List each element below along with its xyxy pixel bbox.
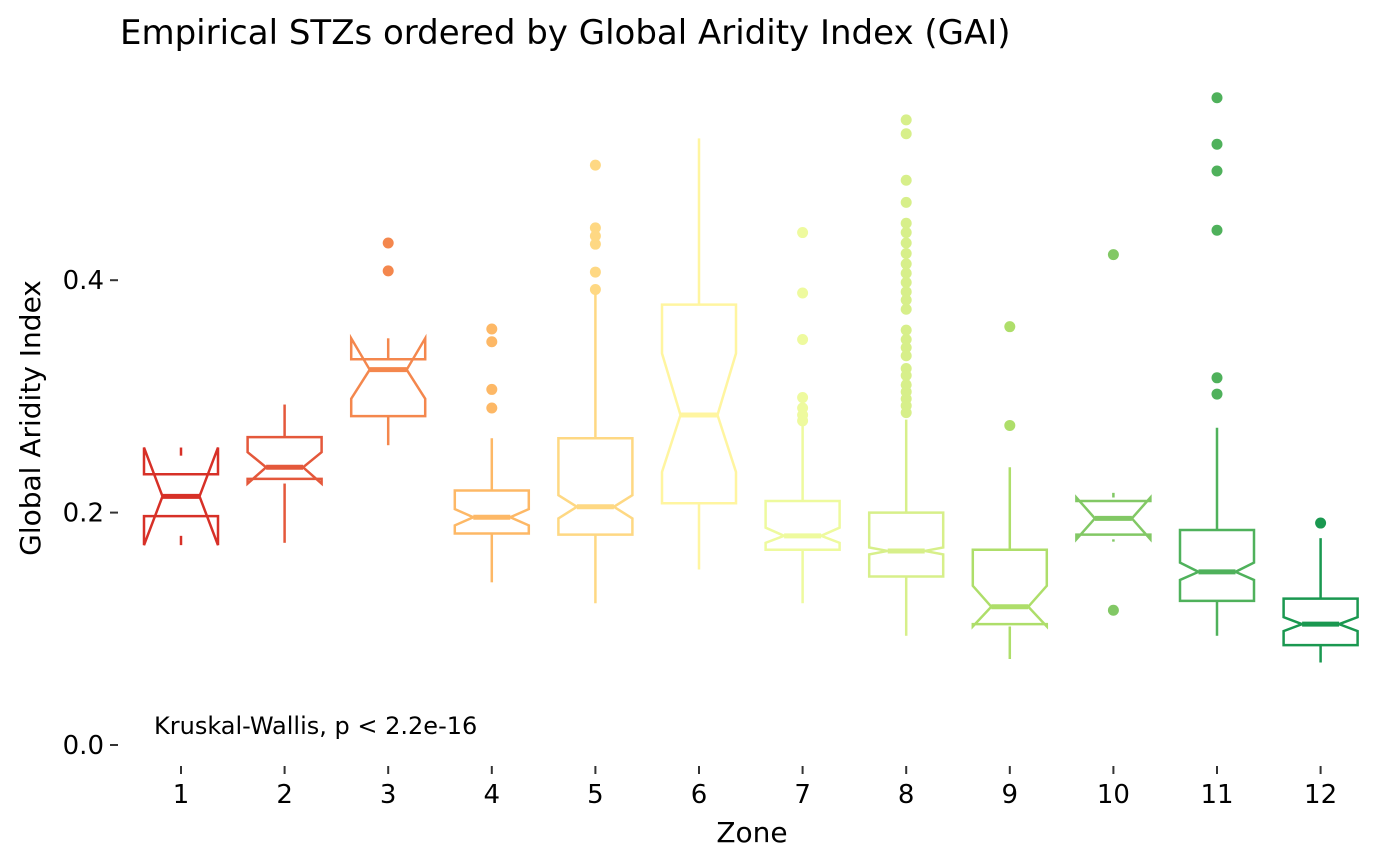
x-tick-label: 11 <box>1200 780 1233 810</box>
outlier-point <box>900 227 912 239</box>
outlier-point <box>589 230 601 242</box>
x-tick-label: 2 <box>276 780 293 810</box>
outlier-point <box>589 283 601 295</box>
outlier-point <box>900 247 912 259</box>
outlier-point <box>1211 372 1223 384</box>
box-zone-4 <box>453 323 531 583</box>
box-zone-8 <box>867 114 945 636</box>
outlier-point <box>900 128 912 140</box>
notched-box <box>1282 597 1359 647</box>
outlier-point <box>1004 419 1016 431</box>
outlier-point <box>382 237 394 249</box>
notched-box <box>246 435 323 487</box>
outlier-point <box>486 323 498 335</box>
box-zone-10 <box>1075 249 1152 616</box>
x-tick-label: 12 <box>1304 780 1337 810</box>
notched-box <box>867 511 945 578</box>
outlier-point <box>900 333 912 345</box>
outlier-point <box>900 217 912 229</box>
plot-area: 0.00.20.41 2 3 4 5 6 7 8 9 10 11 12 <box>63 92 1359 810</box>
outlier-point <box>1107 604 1119 616</box>
x-tick-label: 1 <box>173 780 190 810</box>
outlier-point <box>797 287 809 299</box>
x-tick-label: 10 <box>1097 780 1130 810</box>
outlier-point <box>1107 249 1119 261</box>
outlier-point <box>900 324 912 336</box>
outlier-point <box>900 196 912 208</box>
x-axis-label: Zone <box>716 816 787 849</box>
x-axis: 1 2 3 4 5 6 7 8 9 10 11 12 <box>173 766 1337 810</box>
x-tick-label: 6 <box>691 780 708 810</box>
x-tick-label: 3 <box>380 780 397 810</box>
box-zone-9 <box>971 321 1049 660</box>
notched-box <box>660 303 738 505</box>
outlier-point <box>900 407 912 419</box>
x-tick-label: 5 <box>587 780 604 810</box>
outlier-point <box>900 369 912 381</box>
box-zone-3 <box>349 237 427 446</box>
box-zone-2 <box>246 404 323 543</box>
x-tick-label: 8 <box>898 780 915 810</box>
box-zone-11 <box>1178 92 1256 636</box>
notched-box <box>971 548 1049 630</box>
x-tick-label: 4 <box>484 780 501 810</box>
outlier-point <box>900 286 912 298</box>
outlier-point <box>900 174 912 186</box>
outlier-point <box>1315 517 1327 529</box>
y-tick-label: 0.4 <box>63 266 104 296</box>
outlier-point <box>797 415 809 427</box>
outlier-point <box>797 227 809 239</box>
notched-box <box>1075 494 1152 543</box>
outlier-point <box>900 342 912 354</box>
box-zone-7 <box>764 227 841 604</box>
outlier-point <box>1211 165 1223 177</box>
box-zone-12 <box>1282 517 1359 663</box>
notched-box <box>142 447 220 546</box>
notched-box <box>453 489 531 535</box>
outlier-point <box>900 237 912 249</box>
outlier-point <box>486 336 498 348</box>
chart-title: Empirical STZs ordered by Global Aridity… <box>120 13 1011 53</box>
outlier-point <box>486 383 498 395</box>
outlier-point <box>1211 92 1223 104</box>
outlier-point <box>1211 224 1223 236</box>
outlier-point <box>486 402 498 414</box>
y-tick-label: 0.2 <box>63 499 104 529</box>
notched-box <box>764 499 841 552</box>
box-zone-5 <box>557 159 634 604</box>
outlier-point <box>900 294 912 306</box>
outlier-point <box>900 303 912 315</box>
outlier-point <box>797 333 809 345</box>
notched-box <box>1178 528 1256 603</box>
box-zone-1 <box>142 447 220 546</box>
outlier-point <box>900 114 912 126</box>
outlier-point <box>1004 321 1016 333</box>
outlier-point <box>900 267 912 279</box>
outlier-point <box>589 266 601 278</box>
outlier-point <box>1211 388 1223 400</box>
kruskal-wallis-annotation: Kruskal-Wallis, p < 2.2e-16 <box>154 712 477 740</box>
outlier-point <box>797 392 809 404</box>
notched-box <box>557 436 634 536</box>
outlier-point <box>589 159 601 171</box>
outlier-point <box>382 265 394 277</box>
x-tick-label: 9 <box>1002 780 1019 810</box>
outlier-point <box>900 258 912 270</box>
outlier-point <box>900 277 912 289</box>
outlier-point <box>900 350 912 362</box>
y-axis-label: Global Aridity Index <box>14 280 47 556</box>
y-tick-label: 0.0 <box>63 731 104 761</box>
box-zone-6 <box>660 138 738 570</box>
x-tick-label: 7 <box>794 780 811 810</box>
outlier-point <box>589 238 601 250</box>
outlier-point <box>589 222 601 234</box>
outlier-point <box>1211 138 1223 150</box>
notched-box <box>349 333 427 418</box>
y-axis: 0.0 0.2 0.4 <box>63 266 118 761</box>
